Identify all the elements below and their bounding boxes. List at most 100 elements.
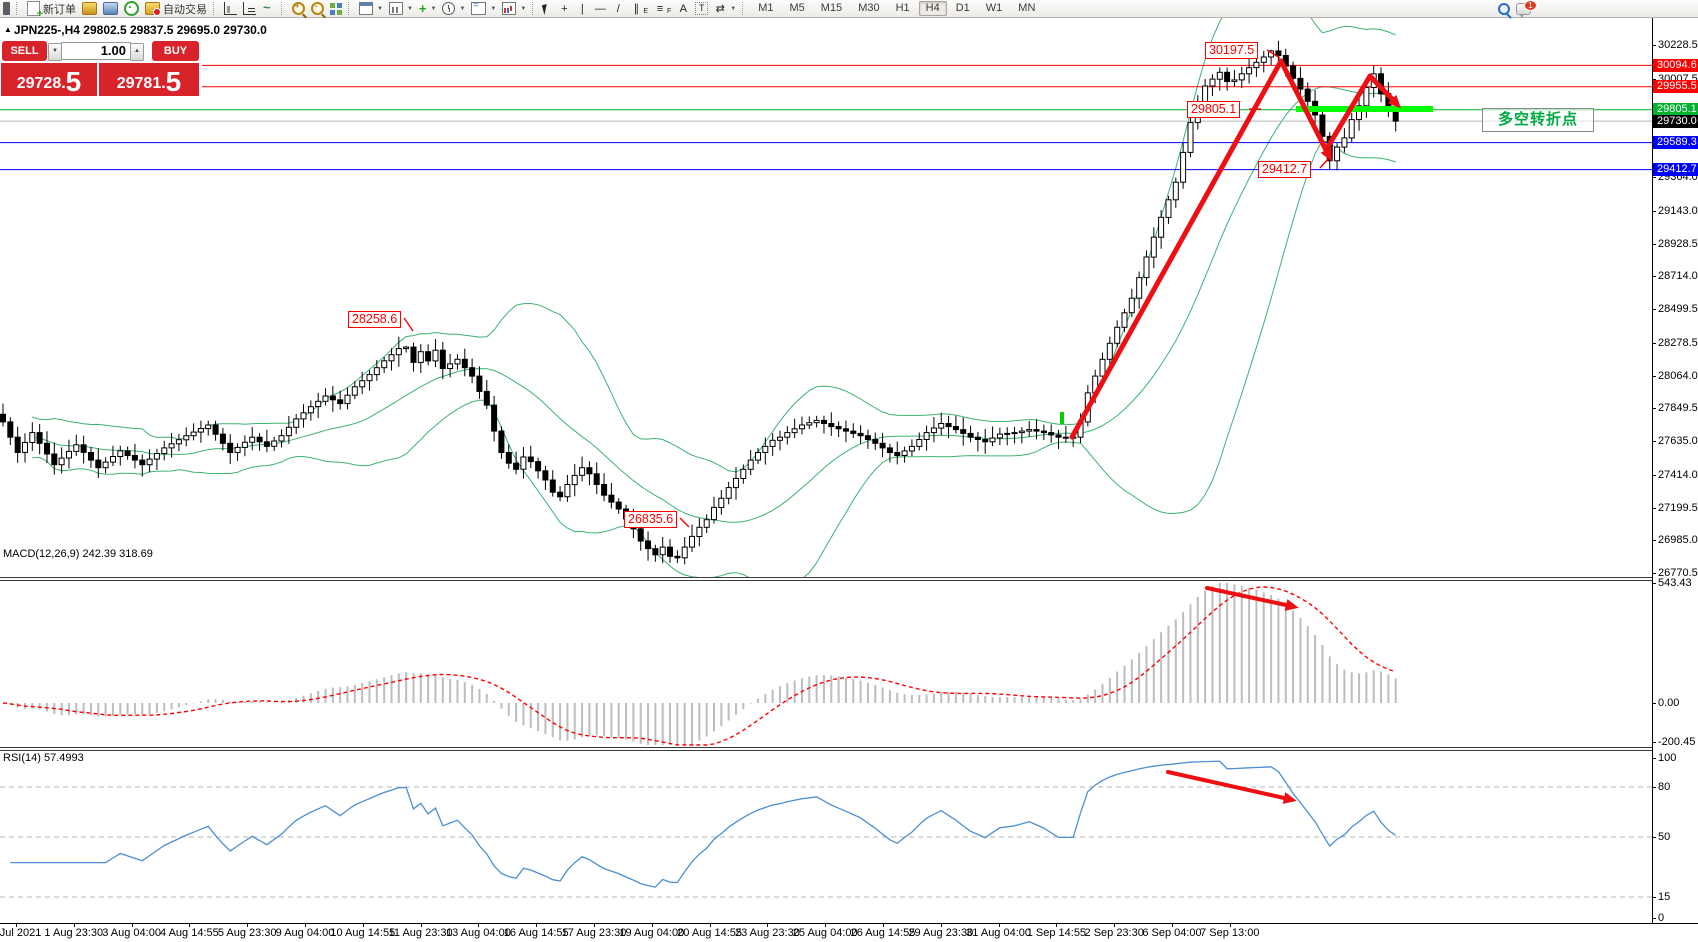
fibonacci-icon[interactable]: ≡ F [651, 1, 674, 16]
chart-profiles-icon[interactable]: ▼ [386, 1, 416, 16]
volume-increase-button[interactable]: ▲ [130, 43, 144, 61]
arrows-icon[interactable]: ⇄ ▼ [711, 1, 739, 16]
macd-trend-arrow[interactable] [1205, 586, 1288, 607]
signals-icon[interactable] [124, 1, 139, 16]
annotation-note[interactable]: 多空转折点 [1482, 108, 1594, 132]
line-chart-icon[interactable] [259, 0, 278, 16]
timeframe-button-m15[interactable]: M15 [820, 2, 843, 14]
text-icon[interactable]: A [674, 1, 692, 16]
price-callout-29805.1[interactable]: 29805.1 [1187, 101, 1241, 118]
candle-bull [110, 456, 116, 463]
price-callout-29412.7[interactable]: 29412.7 [1258, 161, 1312, 178]
buy-button[interactable]: BUY [152, 41, 199, 61]
trend-arrow-segment-0[interactable] [1069, 58, 1284, 440]
trend-arrow-segment-3[interactable] [1367, 73, 1395, 102]
terminal-icon[interactable] [103, 2, 118, 15]
terminal-icon[interactable] [100, 1, 121, 16]
sell-button[interactable]: SELL [2, 41, 47, 61]
periods-icon[interactable]: ▼ [439, 1, 468, 16]
search-icon[interactable] [1498, 2, 1510, 15]
new-order-button[interactable] [27, 1, 43, 20]
timeframe-button-d1[interactable]: D1 [955, 2, 970, 14]
chat-icon[interactable]: 1 [1513, 0, 1543, 18]
trend-arrow-segment-2[interactable] [1323, 73, 1373, 153]
buy-price[interactable]: 29781. 5 [99, 63, 199, 96]
signals-icon[interactable] [121, 1, 142, 16]
chart-shift-icon[interactable] [240, 1, 259, 16]
candle-bear [256, 436, 263, 443]
zoom-in-icon[interactable] [292, 1, 305, 15]
cursor-icon[interactable] [542, 3, 554, 15]
templates-icon[interactable]: ▼ [468, 1, 499, 16]
timeframe-button-mn[interactable]: MN [1018, 2, 1036, 14]
periods-icon[interactable] [442, 2, 456, 15]
zoom-out-icon[interactable] [308, 1, 327, 16]
price-callout-30197.5[interactable]: 30197.5 [1205, 42, 1259, 59]
time-tick-mark [247, 924, 249, 927]
volume-input[interactable]: 1.00 [61, 42, 131, 60]
sell-price[interactable]: 29728. 5 [1, 63, 97, 96]
arrows-icon-dropdown[interactable]: ▼ [730, 5, 737, 12]
trendline-icon[interactable]: / [609, 1, 627, 16]
chart-type-icon[interactable]: ▼ [499, 1, 529, 16]
timeframe-button-h1[interactable]: H1 [895, 2, 910, 14]
autotrade-button[interactable] [145, 2, 161, 16]
chart-type-icon-dropdown[interactable]: ▼ [520, 5, 527, 12]
label-icon[interactable]: T [695, 2, 709, 15]
profile-icon[interactable] [82, 2, 97, 15]
channel-icon[interactable]: ∥ E [627, 1, 651, 16]
indicators-icon[interactable]: + [418, 0, 427, 16]
macd-indicator-label: MACD(12,26,9) 242.39 318.69 [3, 548, 153, 560]
new-chart-icon[interactable] [359, 2, 373, 15]
timeframe-button-w1[interactable]: W1 [985, 2, 1003, 14]
periods-icon-dropdown[interactable]: ▼ [459, 5, 466, 12]
chart-shift-icon[interactable] [243, 2, 256, 15]
new-chart-icon-dropdown[interactable]: ▼ [377, 5, 383, 12]
indicators-icon[interactable]: + ▼ [416, 1, 440, 16]
rsi-pane-canvas[interactable] [0, 751, 1652, 923]
tile-windows-icon[interactable] [330, 2, 342, 15]
autoscroll-icon[interactable] [221, 1, 240, 16]
rsi-trend-arrow[interactable] [1166, 770, 1286, 800]
timeframe-button-m1[interactable]: M1 [758, 2, 774, 14]
price-level-badge-29955.5: 29955.5 [1653, 80, 1698, 94]
vline-icon[interactable]: | [573, 1, 591, 16]
price-callout-26835.6[interactable]: 26835.6 [624, 511, 678, 528]
chart-profiles-icon[interactable] [388, 2, 403, 15]
chart-profiles-icon-dropdown[interactable]: ▼ [406, 5, 413, 12]
macd-pane-canvas[interactable] [0, 581, 1652, 747]
trend-arrow-segment-1[interactable] [1278, 58, 1329, 153]
templates-icon[interactable] [471, 2, 487, 15]
cursor-icon[interactable] [540, 1, 555, 16]
green-highlight-band[interactable] [1296, 106, 1433, 112]
line-chart-icon[interactable] [262, 0, 275, 15]
time-tick-mark [420, 924, 422, 927]
chat-icon[interactable]: 1 [1516, 0, 1537, 18]
search-icon[interactable] [1495, 1, 1513, 16]
autoscroll-icon[interactable] [224, 2, 237, 15]
new-chart-icon[interactable]: ▼ [356, 1, 386, 16]
hline-icon[interactable]: — [591, 1, 609, 16]
zoom-in-icon[interactable] [289, 1, 308, 16]
time-tick-label: 16 Aug 14:55 [503, 927, 569, 939]
main-chart-canvas[interactable] [0, 18, 1652, 577]
new-order-button[interactable]: 新订单 [24, 1, 79, 20]
pane-separator-macd[interactable] [0, 577, 1652, 581]
indicators-icon-dropdown[interactable]: ▼ [430, 5, 437, 12]
chart-type-icon[interactable] [502, 2, 517, 15]
zoom-out-icon[interactable] [311, 1, 324, 15]
templates-icon-dropdown[interactable]: ▼ [490, 5, 497, 12]
timeframe-button-h4[interactable]: H4 [918, 1, 947, 16]
price-axis[interactable]: 30228.5 30007.5 29364.0 29143.0 28928.5 28714… [1652, 18, 1698, 924]
tile-windows-icon[interactable] [327, 1, 345, 16]
label-icon[interactable]: T [692, 1, 711, 16]
profile-icon[interactable] [79, 1, 100, 16]
volume-decrease-button[interactable]: ▼ [48, 43, 62, 61]
pane-separator-rsi[interactable] [0, 747, 1652, 751]
autotrade-button[interactable]: 自动交易 [142, 1, 210, 16]
crosshair-icon[interactable]: + [555, 1, 573, 16]
timeframe-button-m30[interactable]: M30 [858, 2, 880, 14]
timeframe-button-m5[interactable]: M5 [789, 2, 805, 14]
price-callout-28258.6[interactable]: 28258.6 [348, 311, 402, 328]
